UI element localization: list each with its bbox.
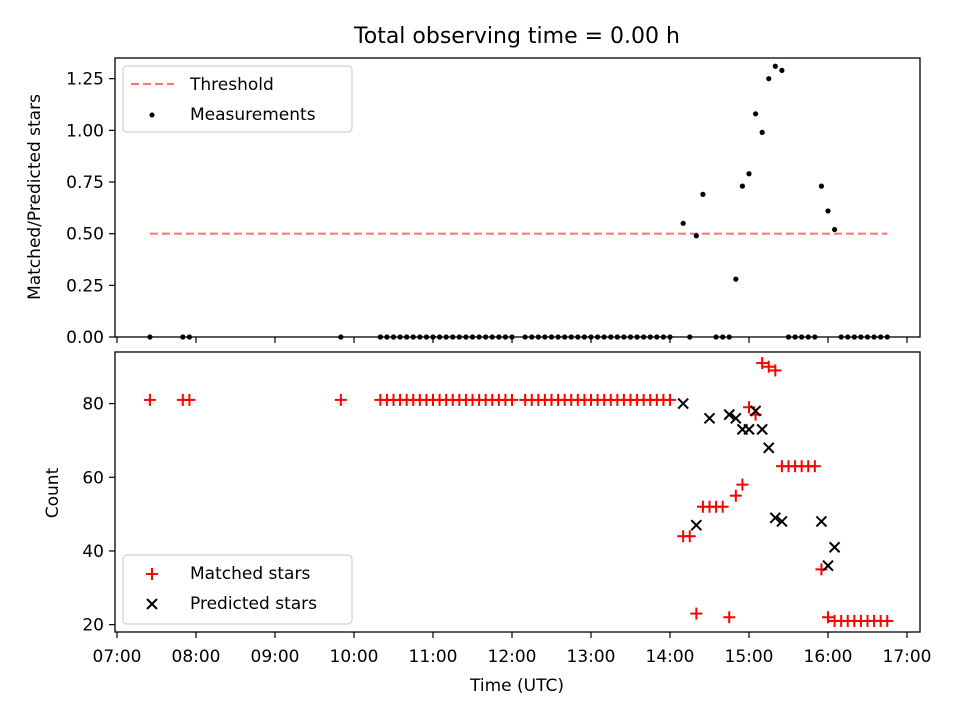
top-y-tick-label: 0.00 [66,328,104,348]
predicted-star-marker [743,423,755,436]
matched-legend-label: Matched stars [190,564,310,584]
top-y-tick-label: 1.25 [66,70,104,90]
bottom-legend: Matched stars Predicted stars [122,554,353,625]
matched-star-marker [690,607,703,620]
matched-star-marker [723,611,736,624]
measurement-point [739,183,746,189]
predicted-star-marker [730,412,742,425]
top-y-ticks: 0.00 0.25 0.50 0.75 1.00 1.25 [66,70,115,348]
measurement-point [779,67,785,73]
predicted-star-marker [677,397,689,410]
matched-star-marker [729,489,742,502]
x-axis-label: Time (UTC) [469,676,564,696]
bottom-legend-box [122,554,353,625]
x-tick-label: 16:00 [804,647,853,667]
x-tick-label: 12:00 [488,647,537,667]
matched-star-marker [762,360,775,373]
matched-star-marker [334,393,347,406]
chart-title: Total observing time = 0.00 h [353,24,680,49]
matched-star-marker [736,478,749,491]
threshold-legend-label: Threshold [189,75,274,95]
bottom-y-tick-label: 20 [82,616,104,636]
measurement-point [752,111,759,117]
bottom-panel: 20 40 60 80 07:00 08:00 09:00 10:00 11:00 12:00 1… [43,351,932,696]
measurement-point [766,76,772,82]
top-y-tick-label: 0.75 [66,173,104,193]
top-y-axis-label: Matched/Predicted stars [25,94,45,300]
matched-legend-swatch [146,568,158,580]
matched-star-marker [881,614,894,627]
top-x-ticks [116,337,908,343]
matched-star-marker [506,393,518,406]
measurement-point [680,220,686,226]
matched-star-marker [716,500,729,513]
predicted-star-marker [822,559,834,572]
matched-star-marker [143,393,156,406]
measurement-point [825,208,831,214]
top-y-tick-label: 1.00 [66,121,104,141]
predicted-star-marker [756,423,768,436]
bottom-plot-marks [143,357,894,627]
x-tick-label: 09:00 [251,647,300,667]
bottom-y-tick-label: 40 [82,542,104,562]
x-tick-label: 07:00 [93,647,142,667]
matched-star-marker [664,393,676,406]
matched-star-marker [683,530,696,543]
top-panel: 0.00 0.25 0.50 0.75 1.00 1.25 Matched/Predict… [25,57,921,348]
top-legend-box [122,65,353,133]
predicted-legend-swatch [146,598,158,610]
x-tick-label: 13:00 [567,647,616,667]
top-axes-frame [114,57,921,338]
measurement-point [831,226,838,233]
bottom-y-tick-label: 60 [82,468,104,488]
predicted-star-marker [690,519,703,531]
x-tick-label: 15:00 [725,647,774,667]
measurement-point [746,171,752,177]
predicted-star-marker [769,512,782,524]
measurement-point [733,276,739,282]
top-y-tick-label: 0.25 [66,276,104,296]
measurement-point [818,183,825,189]
predicted-star-marker [776,515,788,528]
measurement-point [700,191,706,197]
predicted-star-marker [815,515,828,528]
top-legend: Threshold Measurements [122,65,353,133]
bottom-x-ticks: 07:00 08:00 09:00 10:00 11:00 12:00 13:00 14:00… [93,632,932,667]
bottom-axes-frame [114,351,921,633]
matched-star-marker [183,393,196,406]
measurement-point [693,233,699,239]
x-tick-label: 08:00 [172,647,221,667]
matched-star-marker [756,357,769,370]
matched-star-marker [808,460,821,473]
predicted-star-marker [703,412,716,425]
predicted-star-marker [763,442,775,454]
measurements-legend-label: Measurements [190,105,316,125]
top-y-tick-label: 0.50 [66,225,104,245]
x-tick-label: 14:00 [646,647,695,667]
x-tick-label: 17:00 [883,647,932,667]
matched-star-marker [822,611,834,624]
measurement-point [759,129,765,135]
measurement-point [772,63,778,69]
predicted-star-marker [749,405,762,417]
measurements-legend-swatch [149,112,155,118]
predicted-star-marker [828,541,841,553]
bottom-y-axis-label: Count [43,467,63,518]
bottom-y-ticks: 20 40 60 80 [82,395,115,636]
predicted-star-marker [723,408,735,421]
x-tick-label: 11:00 [409,647,458,667]
bottom-y-tick-label: 80 [82,395,104,415]
x-tick-label: 10:00 [330,647,379,667]
predicted-legend-label: Predicted stars [190,594,317,614]
matched-star-marker [769,364,782,377]
